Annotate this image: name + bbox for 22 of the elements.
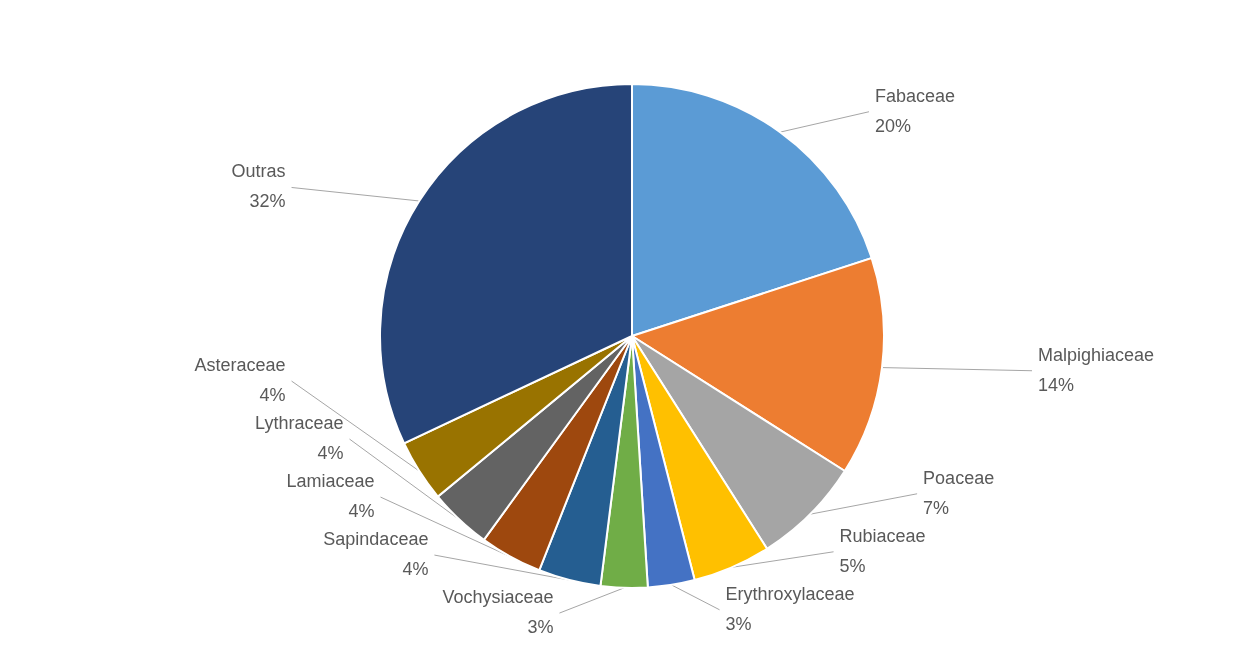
- slice-label: Sapindaceae: [323, 529, 429, 550]
- data-label: 3%: [725, 613, 752, 634]
- data-label: 32%: [249, 191, 286, 212]
- slice-label: Outras: [231, 161, 286, 182]
- data-label: 14%: [1038, 374, 1075, 395]
- slice-label: Vochysiaceae: [442, 587, 554, 608]
- data-label: 4%: [402, 559, 429, 580]
- slice-label: Lamiaceae: [286, 471, 375, 492]
- data-label: 4%: [259, 385, 286, 406]
- data-label: 20%: [874, 115, 912, 136]
- data-label: 5%: [839, 555, 866, 576]
- slice-label: Poaceae: [923, 467, 995, 488]
- data-label: 7%: [923, 497, 950, 518]
- slice-label: Malpighiaceae: [1038, 344, 1155, 365]
- data-label: 4%: [317, 443, 344, 464]
- slice-label: Lythraceae: [255, 413, 344, 434]
- slice-label: Fabaceae: [874, 85, 956, 106]
- slice-label: Erythroxylaceae: [725, 583, 855, 604]
- data-label: 3%: [527, 617, 554, 638]
- slice-label: Asteraceae: [194, 355, 286, 376]
- slice-label: Rubiaceae: [839, 525, 926, 546]
- data-label: 4%: [348, 501, 375, 522]
